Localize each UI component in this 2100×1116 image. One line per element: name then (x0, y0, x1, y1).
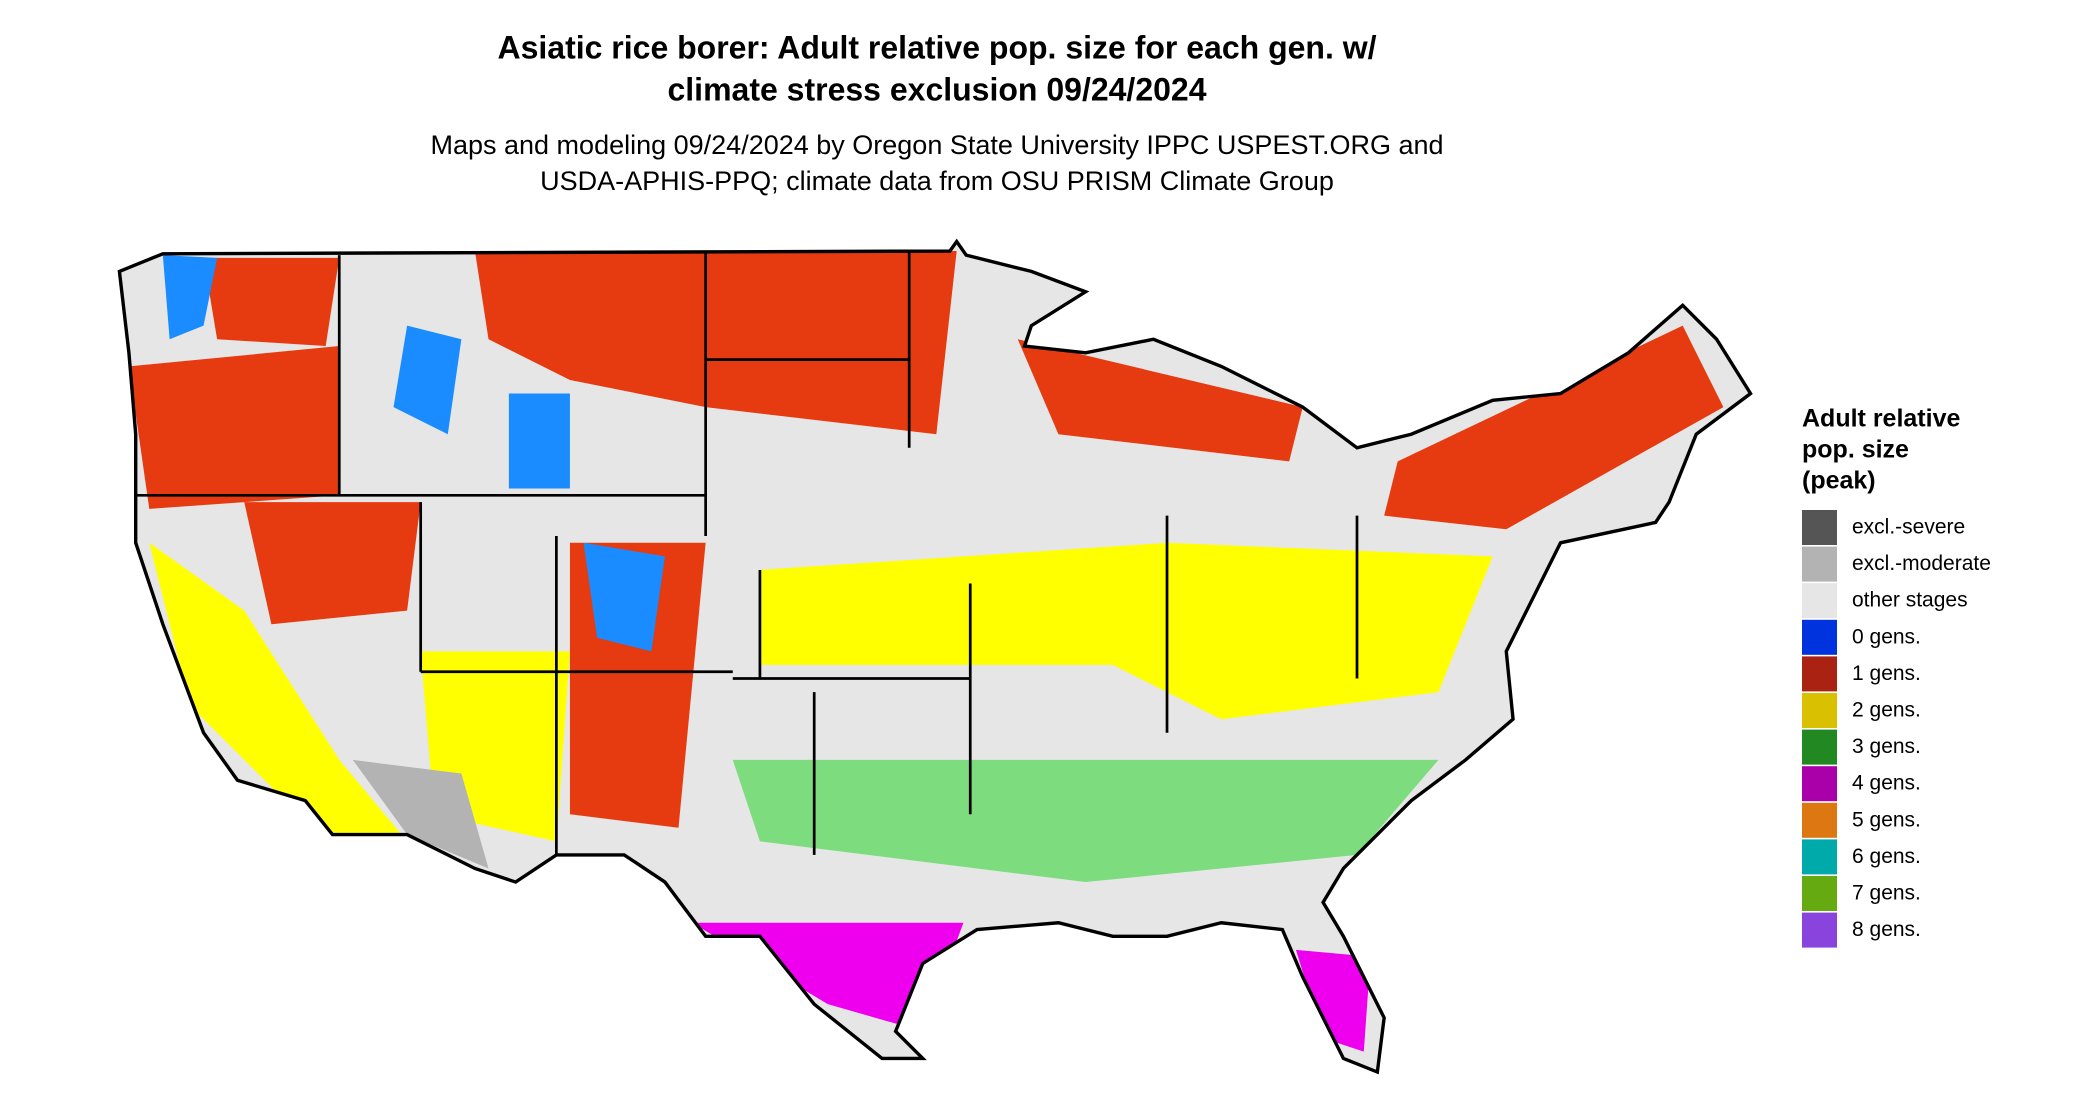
legend-swatch (1802, 619, 1837, 655)
legend-label: 5 gens. (1852, 808, 1921, 831)
legend-label: 7 gens. (1852, 882, 1921, 905)
zone (244, 502, 421, 625)
legend-label: other stages (1852, 589, 1968, 612)
zone (393, 325, 462, 435)
zone (759, 542, 1493, 720)
subtitle: Maps and modeling 09/24/2024 by Oregon S… (430, 130, 1443, 160)
zone (128, 346, 340, 509)
legend-swatch (1802, 802, 1837, 838)
zone (732, 759, 1439, 883)
legend-label: excl.-severe (1852, 516, 1965, 539)
map (117, 238, 1753, 1075)
zone (352, 759, 489, 869)
border (117, 238, 1753, 1075)
zone (1384, 325, 1724, 530)
legend-swatch (1802, 876, 1837, 911)
title: Asiatic rice borer: Adult relative pop. … (497, 29, 1376, 65)
zone (474, 251, 957, 435)
zone (583, 542, 665, 652)
legend-title: Adult relative (1802, 405, 1960, 433)
legend-label: 1 gens. (1852, 662, 1921, 685)
legend-swatch (1802, 839, 1837, 875)
zone (162, 255, 218, 340)
legend: Adult relative pop. size (peak) excl.-se… (1802, 405, 1991, 948)
legend-swatch (1802, 583, 1837, 619)
legend-title: (peak) (1802, 467, 1876, 495)
legend-swatch (1802, 510, 1837, 545)
legend-swatch (1802, 912, 1837, 948)
zone (508, 393, 570, 489)
legend-label: 0 gens. (1852, 625, 1921, 648)
zones (128, 251, 1724, 1052)
zone (1295, 949, 1371, 1052)
legend-label: 2 gens. (1852, 699, 1921, 722)
zone (1017, 339, 1303, 462)
zone (149, 542, 408, 842)
subtitle: USDA-APHIS-PPQ; climate data from OSU PR… (540, 166, 1334, 196)
legend-title: pop. size (1802, 436, 1909, 464)
legend-label: excl.-moderate (1852, 552, 1991, 575)
zone (203, 257, 340, 347)
state-lines (135, 251, 1359, 855)
legend-swatch (1802, 546, 1837, 582)
legend-label: 3 gens. (1852, 735, 1921, 758)
legend-swatch (1802, 729, 1837, 765)
legend-swatch (1802, 693, 1837, 728)
title: climate stress exclusion 09/24/2024 (667, 71, 1206, 107)
legend-label: 6 gens. (1852, 845, 1921, 868)
legend-swatch (1802, 656, 1837, 692)
legend-label: 8 gens. (1852, 918, 1921, 941)
legend-label: 4 gens. (1852, 772, 1921, 795)
legend-swatch (1802, 766, 1837, 802)
